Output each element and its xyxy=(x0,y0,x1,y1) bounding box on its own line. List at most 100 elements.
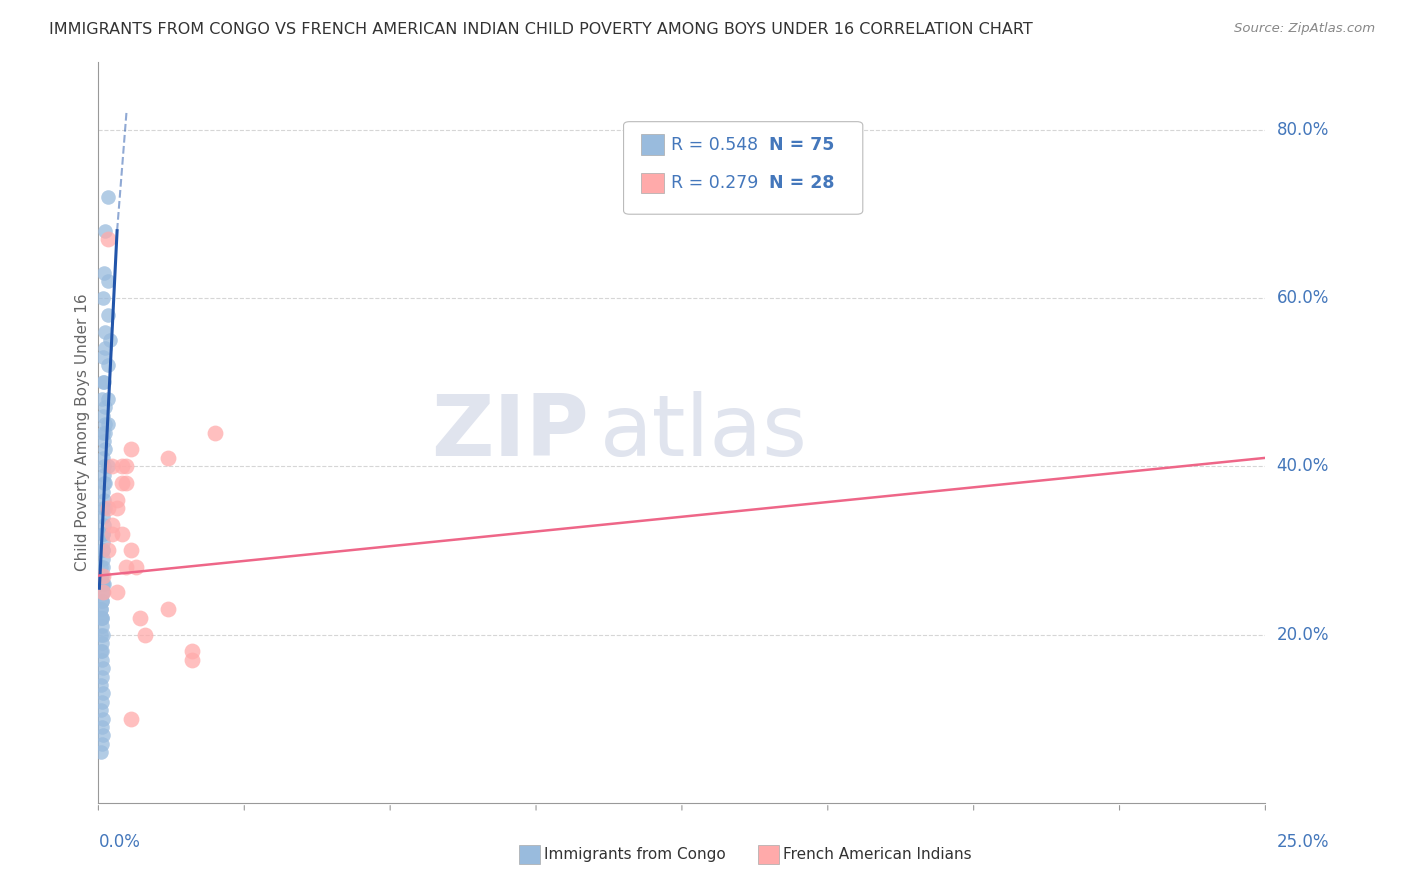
Point xyxy=(105,585,128,599)
Text: N = 75: N = 75 xyxy=(769,136,835,153)
Point xyxy=(97,308,120,322)
Point xyxy=(91,610,114,624)
Text: atlas: atlas xyxy=(600,391,808,475)
Point xyxy=(120,712,142,726)
Text: Immigrants from Congo: Immigrants from Congo xyxy=(544,847,725,863)
Point xyxy=(91,392,114,406)
Point xyxy=(97,190,120,204)
Point xyxy=(157,450,180,465)
Point xyxy=(93,434,115,448)
Point xyxy=(91,577,114,591)
Point xyxy=(97,501,120,516)
Point xyxy=(97,359,120,373)
Point xyxy=(91,670,114,684)
Bar xyxy=(758,845,779,864)
Point xyxy=(90,745,112,759)
Point xyxy=(180,653,202,667)
Point xyxy=(93,459,115,474)
Point xyxy=(97,459,120,474)
Point xyxy=(90,602,112,616)
Point xyxy=(105,501,128,516)
Point xyxy=(91,695,114,709)
Text: 25.0%: 25.0% xyxy=(1277,833,1329,851)
Point xyxy=(97,232,120,246)
Point xyxy=(204,425,226,440)
Text: ZIP: ZIP xyxy=(430,391,589,475)
Point xyxy=(90,610,112,624)
Text: IMMIGRANTS FROM CONGO VS FRENCH AMERICAN INDIAN CHILD POVERTY AMONG BOYS UNDER 1: IMMIGRANTS FROM CONGO VS FRENCH AMERICAN… xyxy=(49,22,1033,37)
Point xyxy=(91,375,114,389)
Point xyxy=(93,266,115,280)
Point xyxy=(101,518,124,533)
Point xyxy=(91,568,114,582)
Point xyxy=(94,417,117,432)
Point xyxy=(115,459,138,474)
Point xyxy=(91,291,114,305)
Point xyxy=(115,560,138,574)
Text: N = 28: N = 28 xyxy=(769,174,835,192)
Point xyxy=(115,476,138,491)
Point xyxy=(94,442,117,457)
Point xyxy=(91,712,114,726)
Point xyxy=(91,585,114,599)
Point xyxy=(91,425,114,440)
Point xyxy=(91,509,114,524)
Text: Source: ZipAtlas.com: Source: ZipAtlas.com xyxy=(1234,22,1375,36)
Point xyxy=(93,476,115,491)
Point xyxy=(91,568,114,582)
Point xyxy=(91,501,114,516)
Point xyxy=(93,375,115,389)
Point xyxy=(91,720,114,734)
Point xyxy=(93,518,115,533)
Point xyxy=(97,392,120,406)
Point xyxy=(91,594,114,608)
Point xyxy=(91,737,114,751)
Point xyxy=(91,577,114,591)
Point xyxy=(91,594,114,608)
Point xyxy=(91,644,114,658)
Point xyxy=(91,619,114,633)
Point xyxy=(105,492,128,507)
Point xyxy=(91,543,114,558)
Bar xyxy=(641,135,665,155)
Point xyxy=(94,501,117,516)
Point xyxy=(98,333,121,347)
Text: 40.0%: 40.0% xyxy=(1277,458,1329,475)
Point xyxy=(94,325,117,339)
Text: 80.0%: 80.0% xyxy=(1277,120,1329,139)
Point xyxy=(120,442,142,457)
Point xyxy=(91,661,114,675)
Text: R = 0.279: R = 0.279 xyxy=(672,174,759,192)
Point xyxy=(91,535,114,549)
Point xyxy=(91,526,114,541)
Point xyxy=(97,417,120,432)
Point xyxy=(94,425,117,440)
Point xyxy=(129,610,152,624)
Point xyxy=(93,577,115,591)
Point xyxy=(97,274,120,288)
Point xyxy=(90,703,112,717)
Point xyxy=(94,401,117,415)
Point xyxy=(94,224,117,238)
Point xyxy=(111,476,134,491)
Point xyxy=(180,644,202,658)
Point xyxy=(157,602,180,616)
Point xyxy=(94,342,117,356)
Point xyxy=(91,526,114,541)
Point xyxy=(91,627,114,641)
Point xyxy=(93,492,115,507)
Point xyxy=(90,678,112,692)
Point xyxy=(111,526,134,541)
Point xyxy=(94,476,117,491)
Bar xyxy=(519,845,540,864)
Point xyxy=(91,585,114,599)
Point xyxy=(91,551,114,566)
Point xyxy=(91,686,114,700)
Text: 60.0%: 60.0% xyxy=(1277,289,1329,307)
Point xyxy=(91,585,114,599)
Point xyxy=(91,560,114,574)
Point xyxy=(90,560,112,574)
Point xyxy=(91,409,114,423)
Point xyxy=(90,568,112,582)
Point xyxy=(97,543,120,558)
